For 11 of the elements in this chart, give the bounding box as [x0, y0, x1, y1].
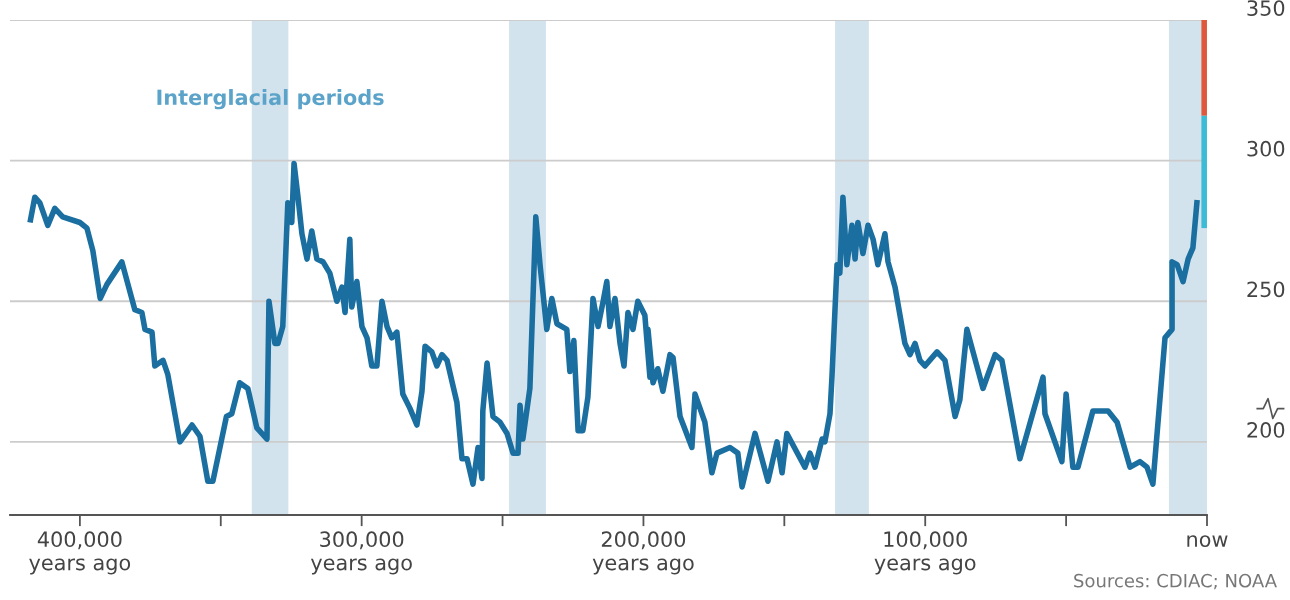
y-tick-label: 250 [1247, 281, 1285, 298]
band-label: Interglacial periods [157, 89, 384, 110]
x-tick-label: 300,000 years ago [310, 531, 412, 575]
x-tick-label: 200,000 years ago [592, 531, 694, 575]
source-note: Sources: CDIAC; NOAA [1074, 573, 1277, 590]
y-tick-label: 300 [1247, 140, 1285, 157]
x-tick-label: 400,000 years ago [29, 531, 131, 575]
y-tick-label: 350 [1247, 0, 1285, 16]
x-tick-label: 100,000 years ago [874, 531, 976, 575]
y-tick-label: 200 [1247, 422, 1285, 438]
x-tick-label: now [1187, 535, 1228, 548]
